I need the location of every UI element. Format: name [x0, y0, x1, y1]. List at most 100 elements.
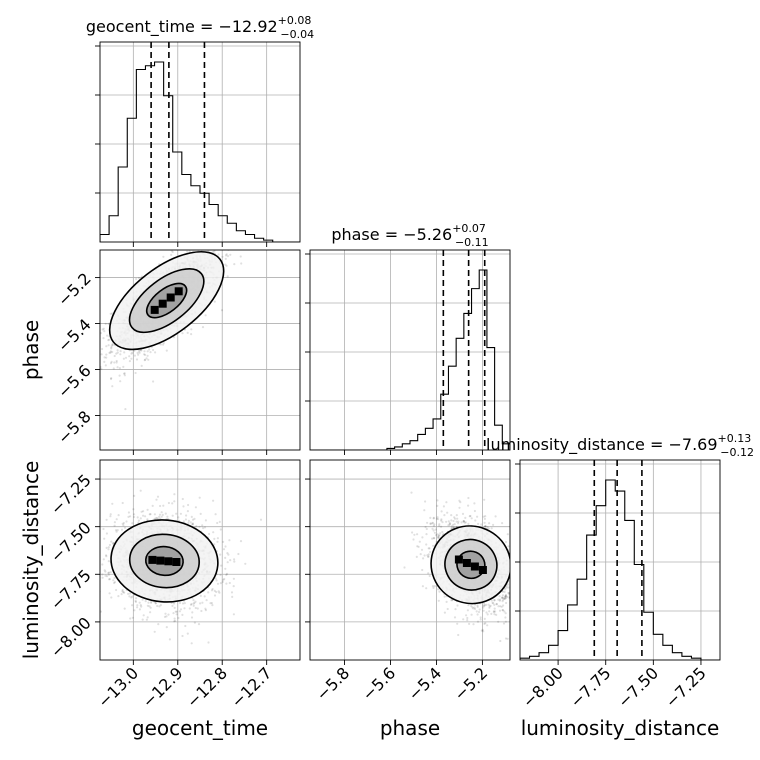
sample-point — [482, 606, 485, 609]
sample-point — [156, 495, 160, 498]
sample-point — [445, 600, 448, 604]
sample-point — [470, 613, 473, 616]
sample-point — [205, 247, 207, 249]
sample-point — [149, 606, 152, 609]
y-tick-label: −5.8 — [54, 407, 95, 448]
sample-point — [123, 526, 127, 529]
sample-point — [121, 522, 124, 525]
sample-point — [191, 522, 194, 525]
sample-point — [517, 613, 519, 615]
sample-point — [190, 602, 193, 606]
sample-point — [103, 330, 106, 333]
sample-point — [103, 537, 106, 540]
sample-point — [501, 596, 505, 600]
sample-point — [187, 519, 190, 523]
sample-point — [143, 359, 146, 362]
sample-point — [118, 374, 121, 377]
sample-point — [222, 578, 225, 582]
sample-point — [224, 263, 227, 266]
sample-point — [171, 250, 174, 254]
sample-point — [500, 605, 503, 608]
sample-point — [115, 359, 118, 363]
sample-point — [107, 322, 110, 325]
sample-point — [450, 525, 453, 528]
sample-point — [165, 626, 168, 629]
sample-point — [224, 567, 227, 570]
sample-point — [432, 586, 435, 590]
sample-point — [146, 354, 149, 357]
sample-point — [450, 527, 453, 530]
sample-point — [111, 385, 114, 388]
sample-point — [431, 585, 435, 588]
sample-point — [421, 585, 424, 588]
sample-point — [113, 581, 117, 584]
sample-point — [210, 589, 214, 592]
sample-point — [140, 510, 143, 513]
sample-point — [104, 570, 107, 573]
sample-point — [515, 578, 517, 580]
sample-point — [222, 540, 225, 544]
sample-point — [506, 583, 510, 586]
sample-point — [156, 604, 159, 608]
sample-point — [423, 509, 426, 512]
sample-point — [200, 609, 203, 613]
axes-frame-hist-luminosity_distance — [519, 459, 721, 661]
sample-point — [116, 349, 119, 352]
sample-point — [142, 514, 145, 517]
sample-point — [163, 615, 167, 619]
sample-point — [194, 606, 197, 610]
sample-point — [128, 592, 131, 595]
sample-point — [121, 501, 124, 505]
sample-point — [220, 309, 224, 312]
sample-point — [133, 609, 136, 612]
axes-frame-scatter-geocent_time-luminosity_distance — [99, 459, 301, 661]
sample-point — [153, 630, 156, 633]
sample-point — [155, 498, 158, 501]
sample-point — [146, 604, 149, 607]
sample-point — [232, 613, 235, 616]
sample-point — [421, 568, 424, 572]
sample-point — [437, 536, 440, 539]
sample-point — [466, 616, 469, 620]
sample-point — [102, 527, 105, 531]
sample-point — [514, 573, 516, 575]
sample-point — [131, 616, 134, 619]
sample-point — [134, 599, 137, 603]
sample-point — [167, 613, 170, 616]
sample-point — [113, 576, 116, 580]
sample-point — [222, 548, 226, 551]
sample-point — [185, 244, 187, 246]
sample-point — [217, 590, 220, 593]
sample-point — [493, 613, 496, 616]
sample-point — [194, 247, 196, 249]
sample-point — [100, 610, 102, 613]
sample-point — [111, 350, 114, 354]
sample-point — [502, 604, 505, 607]
sample-point — [193, 621, 196, 624]
sample-point — [181, 613, 184, 617]
sample-point — [466, 619, 469, 622]
sample-point — [189, 237, 191, 239]
sample-point — [427, 555, 430, 558]
sample-point — [510, 557, 512, 559]
sample-point — [224, 545, 227, 548]
sample-point — [251, 225, 253, 227]
sample-point — [190, 333, 193, 336]
sample-point — [167, 501, 170, 505]
sample-point — [109, 377, 113, 381]
sample-point — [113, 524, 116, 527]
sample-point — [175, 613, 178, 616]
sample-point — [119, 350, 122, 353]
sample-point — [199, 602, 202, 605]
histogram-phase — [310, 269, 510, 450]
sample-point — [109, 350, 112, 353]
sample-point — [129, 617, 132, 620]
sample-point — [145, 357, 148, 360]
sample-point — [204, 243, 206, 245]
sample-point — [192, 599, 195, 602]
sample-point — [192, 604, 195, 607]
sample-point — [158, 515, 161, 518]
sample-point — [215, 590, 218, 594]
sample-point — [499, 598, 502, 601]
sample-point — [104, 574, 107, 577]
